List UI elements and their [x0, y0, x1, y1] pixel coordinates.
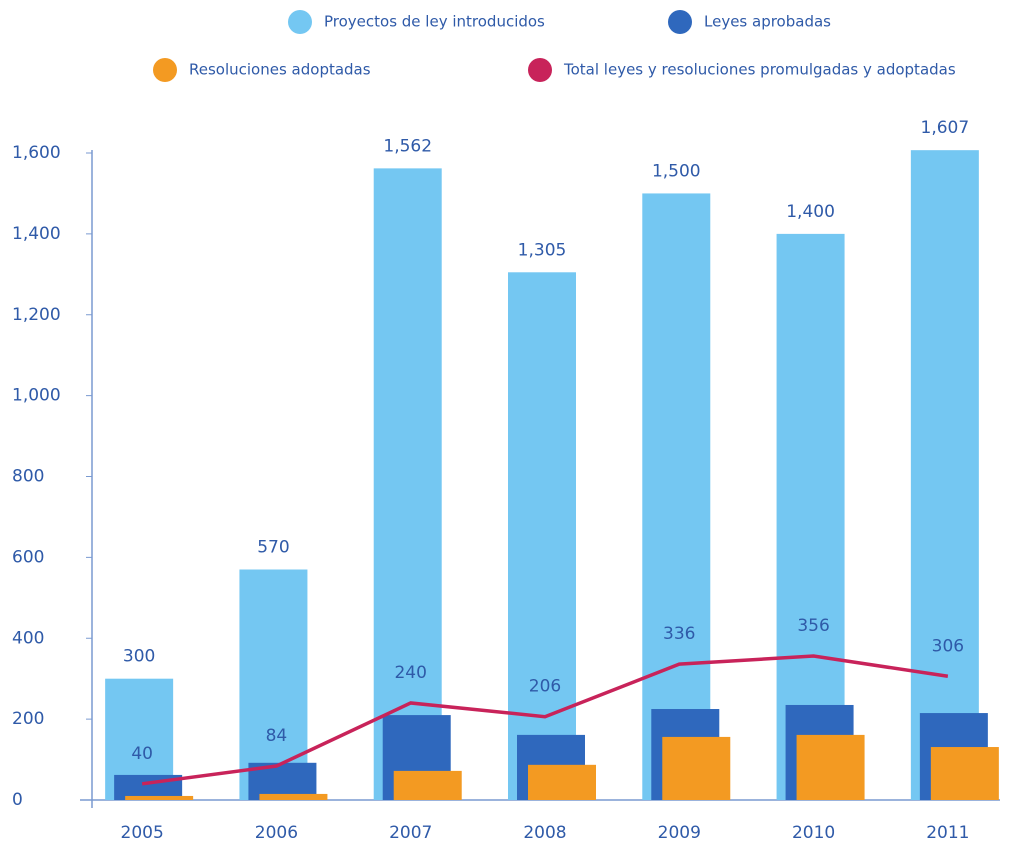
line	[141, 654, 949, 786]
data-label: 1,607	[921, 118, 970, 138]
legend-label: Resoluciones adoptadas	[189, 61, 371, 79]
data-label: 206	[529, 677, 561, 697]
legend-marker	[528, 58, 552, 82]
data-label: 356	[797, 616, 829, 636]
legend-label: Total leyes y resoluciones promulgadas y…	[563, 61, 956, 79]
data-label: 1,305	[518, 240, 567, 260]
y-tick-label: 0	[12, 790, 23, 810]
data-label: 1,400	[786, 202, 835, 222]
y-tick-label: 1,200	[12, 305, 61, 325]
x-tick-label: 2005	[121, 823, 164, 843]
x-tick-label: 2007	[389, 823, 432, 843]
x-tick-label: 2010	[792, 823, 835, 843]
bar	[508, 272, 576, 800]
y-tick-label: 800	[12, 467, 44, 487]
data-label: 1,500	[652, 161, 701, 181]
legend-label: Leyes aprobadas	[704, 13, 831, 31]
x-tick-label: 2009	[658, 823, 701, 843]
bar	[239, 569, 308, 800]
y-tick-label: 400	[12, 628, 44, 648]
x-tick-label: 2006	[255, 823, 298, 843]
x-tick-label: 2008	[523, 823, 566, 843]
legend-marker	[668, 10, 692, 34]
data-label: 300	[123, 647, 155, 667]
legend-label: Proyectos de ley introducidos	[324, 13, 545, 31]
legend-marker	[288, 10, 312, 34]
bar	[393, 770, 462, 800]
data-label: 1,562	[383, 136, 432, 156]
x-tick-label: 2011	[926, 823, 969, 843]
bar	[125, 795, 194, 800]
data-label: 306	[932, 636, 964, 656]
y-tick-label: 600	[12, 547, 44, 567]
data-label: 40	[131, 744, 153, 764]
bar	[930, 747, 999, 800]
bar	[662, 736, 731, 800]
legend-marker	[153, 58, 177, 82]
data-label: 336	[663, 624, 695, 644]
bar	[796, 734, 865, 800]
data-label: 240	[394, 663, 426, 683]
data-label: 84	[266, 726, 288, 746]
y-tick-label: 1,600	[12, 143, 61, 163]
bar	[528, 764, 596, 800]
bar	[642, 193, 711, 800]
bar	[910, 150, 979, 800]
bar	[373, 168, 442, 800]
y-tick-label: 1,000	[12, 386, 61, 406]
y-tick-label: 1,400	[12, 224, 61, 244]
y-tick-label: 200	[12, 709, 44, 729]
data-label: 570	[257, 538, 289, 558]
bar	[259, 793, 328, 800]
